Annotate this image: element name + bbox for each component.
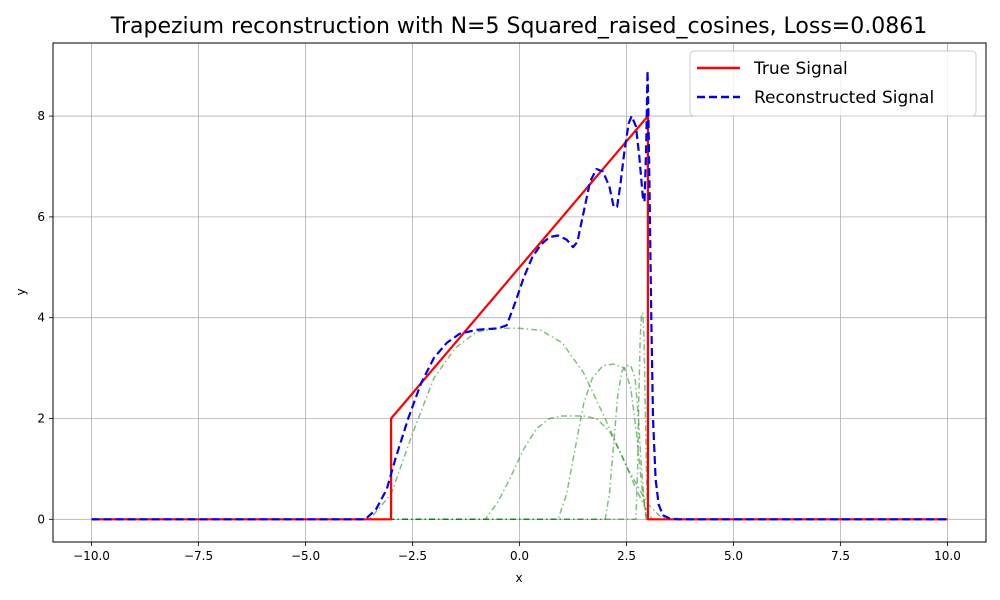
component-line — [91, 309, 948, 521]
y-tick-label: 6 — [37, 210, 45, 224]
y-axis-title: y — [14, 288, 28, 295]
series-layer — [91, 69, 948, 521]
component-line — [91, 327, 948, 521]
y-tick-label: 0 — [37, 512, 45, 526]
y-tick-label: 4 — [37, 311, 45, 325]
x-tick-label: 5.0 — [724, 549, 743, 563]
x-tick-label: 10.0 — [934, 549, 961, 563]
y-tick-label: 2 — [37, 412, 45, 426]
x-tick-label: −2.5 — [398, 549, 427, 563]
x-tick-label: 2.5 — [617, 549, 636, 563]
ticks: −10.0 −7.5 −5.0 −2.5 0.0 2.5 5.0 7.5 10.0 0 2 4 6 8 — [37, 109, 960, 563]
x-axis-title: x — [515, 571, 522, 585]
legend-box — [689, 50, 977, 117]
legend-label-true-signal: True Signal — [753, 59, 848, 79]
x-tick-label: −5.0 — [291, 549, 320, 563]
y-tick-label: 8 — [37, 109, 45, 123]
component-line — [91, 415, 948, 521]
chart-title: Trapezium reconstruction with N=5 Square… — [110, 14, 927, 39]
legend: True Signal Reconstructed Signal — [689, 50, 977, 117]
reconstructed-signal-line — [91, 69, 948, 521]
true-signal-line — [91, 114, 948, 521]
x-tick-label: 7.5 — [831, 549, 850, 563]
x-tick-label: −10.0 — [73, 549, 110, 563]
x-tick-label: 0.0 — [510, 549, 529, 563]
x-tick-label: −7.5 — [184, 549, 213, 563]
legend-label-reconstructed-signal: Reconstructed Signal — [754, 88, 934, 108]
